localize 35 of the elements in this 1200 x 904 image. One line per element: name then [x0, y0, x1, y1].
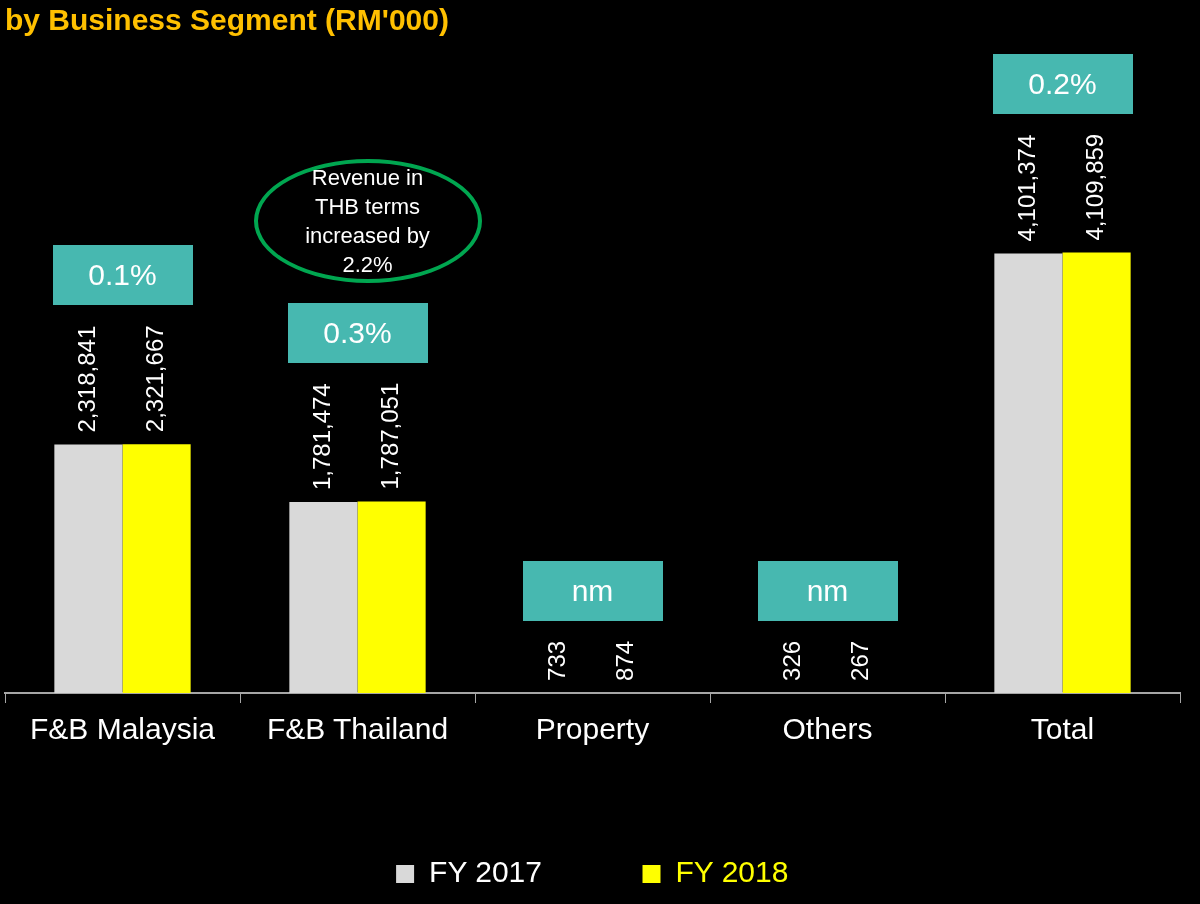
callout-box: nm	[757, 560, 898, 621]
bar	[289, 502, 358, 693]
data-label: 874	[611, 640, 639, 681]
x-tick-label: Total	[1030, 712, 1095, 746]
data-label: 1,787,051	[376, 382, 404, 490]
legend-label: FY 2018	[675, 855, 789, 889]
annotation: Revenue in THB terms increased by 2.2%	[304, 163, 431, 279]
bar	[994, 253, 1063, 693]
ellipse-callout: Revenue in THB terms increased by 2.2%	[253, 158, 482, 283]
bar	[122, 444, 191, 693]
annotation: 0.1%	[88, 258, 157, 293]
data-label: 4,101,374	[1013, 134, 1041, 242]
data-label: 267	[846, 640, 874, 681]
data-label: 326	[778, 640, 806, 681]
data-label: 1,781,474	[308, 383, 336, 491]
data-label: 4,109,859	[1081, 133, 1109, 241]
callout-box: 0.2%	[992, 53, 1133, 114]
bar	[54, 444, 123, 693]
bar	[1062, 252, 1131, 693]
annotation: nm	[806, 573, 849, 608]
callout-box: nm	[522, 560, 663, 621]
x-tick-label: F&B Thailand	[266, 712, 449, 746]
x-tick-label: F&B Malaysia	[29, 712, 216, 746]
x-tick-label: Property	[535, 712, 650, 746]
data-label: 733	[543, 640, 571, 681]
annotation: nm	[571, 573, 614, 608]
data-label: 2,318,841	[73, 325, 101, 433]
callout-box: 0.3%	[287, 302, 428, 363]
legend-label: FY 2017	[429, 855, 542, 889]
x-tick-label: Others	[782, 712, 873, 746]
chart-title: by Business Segment (RM'000)	[5, 3, 449, 37]
bar	[357, 501, 426, 693]
data-label: 2,321,667	[141, 325, 169, 433]
callout-box: 0.1%	[52, 245, 193, 306]
annotation: 0.3%	[323, 315, 392, 350]
